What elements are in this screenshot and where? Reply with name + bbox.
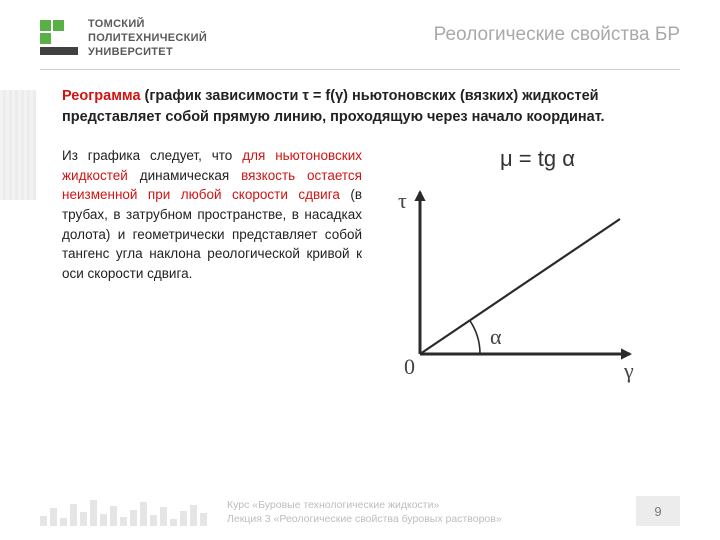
deco-bar (100, 514, 107, 526)
deco-bar (190, 505, 197, 526)
footer-text: Курс «Буровые технологические жидкости» … (227, 498, 502, 526)
deco-bar (90, 500, 97, 526)
deco-bar (80, 512, 87, 526)
formula: μ = tg α (500, 146, 575, 172)
main-content: Реограмма (график зависимости τ = f(γ) н… (0, 70, 720, 406)
deco-bar (200, 513, 207, 526)
paragraph-2: Из графика следует, что для ньютоновских… (62, 146, 362, 283)
tpu-logo-icon (40, 20, 78, 58)
content-row: Из графика следует, что для ньютоновских… (62, 146, 680, 406)
decorative-left-bar (0, 90, 36, 200)
rheogram-svg: τ γ 0 α (380, 174, 660, 384)
footer-line1: Курс «Буровые технологические жидкости» (227, 498, 502, 512)
svg-text:τ: τ (398, 188, 407, 213)
univ-line1: ТОМСКИЙ (88, 18, 207, 32)
para2-mid1: динамическая (128, 168, 241, 183)
univ-line2: ПОЛИТЕХНИЧЕСКИЙ (88, 32, 207, 46)
svg-text:α: α (490, 324, 502, 349)
rheogram-chart: μ = tg α τ γ 0 α (380, 146, 680, 406)
paragraph-1: Реограмма (график зависимости τ = f(γ) н… (62, 86, 680, 128)
deco-bar (180, 511, 187, 526)
deco-bar (170, 519, 177, 526)
page-number: 9 (636, 496, 680, 526)
logo-block: ТОМСКИЙ ПОЛИТЕХНИЧЕСКИЙ УНИВЕРСИТЕТ (40, 18, 207, 59)
deco-bar (120, 517, 127, 526)
header: ТОМСКИЙ ПОЛИТЕХНИЧЕСКИЙ УНИВЕРСИТЕТ Реол… (0, 0, 720, 59)
slide-title: Реологические свойства БР (434, 18, 680, 46)
deco-bar (50, 508, 57, 526)
university-name: ТОМСКИЙ ПОЛИТЕХНИЧЕСКИЙ УНИВЕРСИТЕТ (88, 18, 207, 59)
footer-line2: Лекция 3 «Реологические свойства буровых… (227, 512, 502, 526)
paragraph-2-wrap: Из графика следует, что для ньютоновских… (62, 146, 362, 406)
para1-text: (график зависимости τ = f(γ) ньютоновски… (62, 88, 605, 125)
para2-lead: Из графика следует, что (62, 148, 242, 163)
para1-highlight: Реограмма (62, 88, 141, 104)
decorative-bottom-bars (40, 500, 207, 526)
svg-text:γ: γ (623, 358, 634, 383)
deco-bar (150, 515, 157, 526)
deco-bar (110, 506, 117, 526)
deco-bar (140, 502, 147, 526)
footer: Курс «Буровые технологические жидкости» … (0, 496, 720, 526)
univ-line3: УНИВЕРСИТЕТ (88, 46, 207, 60)
deco-bar (70, 504, 77, 526)
svg-text:0: 0 (404, 354, 415, 379)
deco-bar (60, 518, 67, 526)
deco-bar (160, 507, 167, 526)
deco-bar (130, 510, 137, 526)
deco-bar (40, 516, 47, 526)
